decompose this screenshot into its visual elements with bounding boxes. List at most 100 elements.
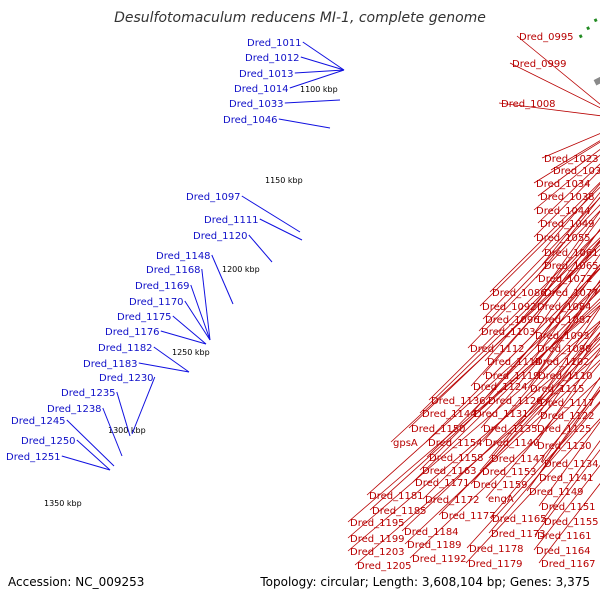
reverse-gene-label: Dred_1245 — [11, 416, 66, 427]
scale-tick-label: 1250 kbp — [172, 348, 210, 357]
forward-label-leader — [550, 140, 600, 171]
forward-gene-label: Dred_1153 — [482, 467, 537, 478]
forward-gene-label: Dred_1140 — [485, 438, 540, 449]
forward-label-leader — [347, 336, 600, 552]
reverse-label-leader — [259, 218, 303, 241]
forward-label-leader — [541, 376, 600, 464]
forward-label-leader — [541, 133, 600, 159]
forward-gene-label: Dred_1098 — [537, 344, 592, 355]
reverse-gene-label: Dred_1230 — [99, 373, 154, 384]
forward-label-leader — [536, 385, 600, 478]
reverse-gene-labels: Dred_1011 Dred_1012 Dred_1013 Dred_1014 Dred… — [6, 38, 345, 471]
forward-gene-label: Dred_1030 — [553, 166, 600, 177]
forward-gene-label: Dred_1136 — [431, 396, 486, 407]
forward-label-leader — [470, 241, 600, 387]
forward-label-leader — [480, 288, 600, 429]
forward-label-leader — [412, 298, 600, 483]
scale-ticks: 1100 kbp 1150 kbp 1200 kbp 1250 kbp 1300 kbp… — [44, 85, 338, 508]
forward-gene-label: Dred_1163 — [422, 466, 477, 477]
forward-gene-label: Dred_1117 — [540, 398, 595, 409]
forward-gene-label: Dred_1141 — [539, 473, 594, 484]
gc-mark — [593, 18, 598, 23]
forward-gene-label: Dred_1112 — [470, 344, 525, 355]
reverse-label-leader — [241, 195, 301, 233]
forward-label-leader — [537, 149, 600, 197]
reverse-gene-label: Dred_1235 — [61, 388, 116, 399]
reverse-label-leader — [76, 439, 111, 471]
forward-gene-label: Dred_1102 — [535, 357, 590, 368]
reverse-gene-label: Dred_1033 — [229, 99, 284, 110]
forward-gene-label: Dred_1203 — [350, 547, 405, 558]
forward-gene-label: Dred_1189 — [407, 540, 462, 551]
forward-label-leader — [537, 163, 600, 224]
reverse-gene-label: Dred_1120 — [193, 231, 248, 242]
reverse-label-leader — [302, 41, 345, 71]
reverse-label-leader — [201, 268, 211, 341]
forward-label-leader — [509, 62, 600, 109]
forward-label-leader — [534, 217, 600, 307]
forward-gene-labels: Dred_0995Dred_0999Dred_1008Dred_1023Dred… — [347, 32, 600, 572]
reverse-gene-label: Dred_1183 — [83, 359, 138, 370]
forward-gene-label: Dred_1135 — [483, 424, 538, 435]
forward-gene-label: Dred_1171 — [415, 478, 470, 489]
scale-tick-label: 1350 kbp — [44, 499, 82, 508]
forward-gene-label: Dred_1065 — [544, 261, 599, 272]
forward-label-leader — [534, 253, 600, 349]
reverse-gene-label: Dred_1148 — [156, 251, 211, 262]
forward-label-leader — [369, 301, 600, 511]
forward-gene-label: Dred_1151 — [541, 502, 596, 513]
forward-label-leader — [390, 248, 600, 443]
forward-label-leader — [482, 197, 600, 320]
forward-label-leader — [485, 362, 600, 499]
scale-tick-label: 1300 kbp — [108, 426, 146, 435]
forward-gene-label: Dred_1119 — [485, 371, 540, 382]
forward-label-leader — [541, 191, 600, 266]
forward-label-leader — [534, 349, 600, 446]
reverse-gene-label: Dred_1182 — [98, 343, 153, 354]
reverse-label-leader — [172, 315, 207, 345]
forward-label-leader — [489, 181, 600, 293]
forward-label-leader — [482, 239, 600, 376]
reverse-label-leader — [138, 362, 190, 373]
forward-gene-label: Dred_1134 — [544, 459, 599, 470]
reverse-gene-label: Dred_1175 — [117, 312, 172, 323]
forward-gene-label: Dred_1205 — [357, 561, 412, 572]
forward-gene-label: Dred_1130 — [537, 441, 592, 452]
forward-gene-label: Dred_1154 — [428, 438, 483, 449]
forward-label-leader — [516, 35, 600, 105]
forward-label-leader — [532, 240, 600, 336]
reverse-label-leader — [294, 69, 345, 74]
forward-label-leader — [422, 322, 600, 500]
forward-gene-label: gpsA — [393, 438, 418, 449]
forward-gene-label: Dred_1195 — [350, 518, 405, 529]
forward-label-leader — [470, 338, 600, 485]
gc-mark — [578, 34, 583, 39]
forward-gene-label: Dred_1144 — [422, 409, 477, 420]
forward-label-leader — [426, 281, 600, 458]
forward-gene-label: Dred_0995 — [519, 32, 574, 43]
forward-gene-label: Dred_1161 — [537, 531, 592, 542]
forward-label-leader — [354, 353, 600, 566]
forward-label-leader — [533, 154, 600, 211]
reverse-label-leader — [153, 346, 190, 373]
reverse-gene-label: Dred_1169 — [135, 281, 190, 292]
reverse-label-leader — [102, 407, 123, 457]
forward-gene-label: Dred_1092 — [482, 302, 537, 313]
forward-label-leader — [488, 325, 600, 459]
gc-mark — [586, 26, 591, 31]
forward-gene-label: Dred_1122 — [540, 411, 595, 422]
forward-label-leader — [535, 196, 600, 279]
forward-gene-label: Dred_1172 — [425, 495, 480, 506]
forward-label-leader — [479, 331, 600, 472]
reverse-label-leader — [61, 455, 111, 471]
forward-label-leader — [401, 343, 600, 532]
forward-gene-label: Dred_1124 — [473, 382, 528, 393]
forward-gene-label: Dred_0999 — [512, 59, 567, 70]
reverse-gene-label: Dred_1097 — [186, 192, 241, 203]
forward-label-leader — [347, 320, 600, 539]
forward-gene-label: Dred_1061 — [544, 248, 599, 259]
forward-label-leader — [428, 230, 600, 401]
forward-gene-label: Dred_1126 — [488, 396, 543, 407]
forward-label-leader — [484, 229, 600, 362]
reverse-gene-label: Dred_1251 — [6, 452, 61, 463]
